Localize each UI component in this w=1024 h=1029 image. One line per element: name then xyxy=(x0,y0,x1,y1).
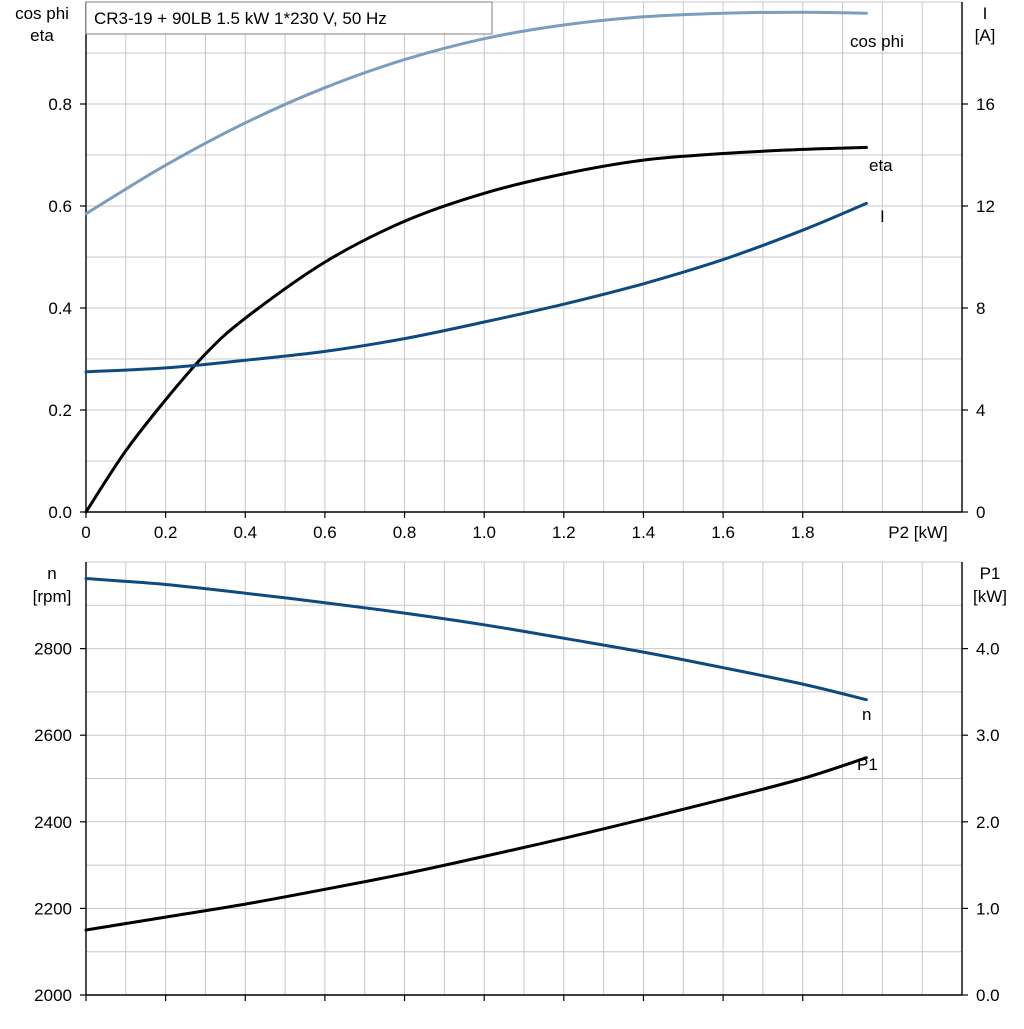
bottom-left-tick-label: 2600 xyxy=(34,726,72,745)
x-tick-label: 0 xyxy=(81,523,90,542)
bottom-left-axis-label-line2: [rpm] xyxy=(33,587,72,606)
chart-title-box xyxy=(85,1,493,35)
x-tick-label: 1.0 xyxy=(472,523,496,542)
top-left-axis-label-line1: cos phi xyxy=(15,4,69,23)
bottom-left-tick-label: 2800 xyxy=(34,640,72,659)
bottom-right-tick-label: 2.0 xyxy=(976,813,1000,832)
x-tick-label: 1.4 xyxy=(632,523,656,542)
chart-title: CR3-19 + 90LB 1.5 kW 1*230 V, 50 Hz xyxy=(94,9,387,28)
bottom-right-tick-label: 0.0 xyxy=(976,986,1000,1005)
bottom-right-axis-label-line1: P1 xyxy=(980,564,1001,583)
top-left-tick-label: 0.8 xyxy=(48,95,72,114)
top-right-tick-label: 0 xyxy=(976,503,985,522)
series-label-p1: P1 xyxy=(857,755,878,774)
x-tick-label: 0.8 xyxy=(393,523,417,542)
top-right-axis-label-line1: I xyxy=(983,4,988,23)
x-axis-label: P2 [kW] xyxy=(888,523,948,542)
top-right-tick-label: 4 xyxy=(976,401,985,420)
top-right-tick-label: 16 xyxy=(976,95,995,114)
series-label-speed: n xyxy=(862,705,871,724)
series-line-current xyxy=(84,201,868,374)
top-left-tick-label: 0.6 xyxy=(48,197,72,216)
bottom-plot-grid xyxy=(86,561,962,995)
top-right-tick-label: 12 xyxy=(976,197,995,216)
bottom-left-tick-label: 2000 xyxy=(34,986,72,1005)
top-series-lines xyxy=(84,10,868,514)
series-label-eta: eta xyxy=(869,156,893,175)
x-tick-label: 1.6 xyxy=(711,523,735,542)
bottom-right-axis-label-line2: [kW] xyxy=(973,587,1007,606)
bottom-right-tick-label: 3.0 xyxy=(976,726,1000,745)
series-line-cos-phi xyxy=(84,10,868,216)
bottom-left-tick-label: 2200 xyxy=(34,899,72,918)
series-label-cos-phi: cos phi xyxy=(850,32,904,51)
bottom-left-tick-label: 2400 xyxy=(34,813,72,832)
top-left-tick-label: 0.2 xyxy=(48,401,72,420)
x-tick-label: 0.2 xyxy=(154,523,178,542)
x-tick-label: 1.2 xyxy=(552,523,576,542)
tick-marks: 0 0.2 0.4 0.6 0.8 1.0 1.2 1.4 1.6 1.8 0.0 0.2 0.4 0.6… xyxy=(34,95,999,1005)
top-plot-grid xyxy=(86,1,962,512)
top-left-tick-label: 0.0 xyxy=(48,503,72,522)
top-left-axis-label-line2: eta xyxy=(30,26,54,45)
series-line-speed xyxy=(84,577,868,702)
bottom-right-tick-label: 4.0 xyxy=(976,640,1000,659)
series-label-current: I xyxy=(880,207,885,226)
top-right-axis-label-line2: [A] xyxy=(975,26,996,45)
bottom-series-lines xyxy=(84,577,868,932)
bottom-right-tick-label: 1.0 xyxy=(976,899,1000,918)
series-line-p1 xyxy=(84,756,868,932)
top-right-tick-label: 8 xyxy=(976,299,985,318)
x-tick-label: 0.4 xyxy=(233,523,257,542)
x-tick-label: 1.8 xyxy=(791,523,815,542)
series-line-eta xyxy=(84,145,868,514)
top-left-tick-label: 0.4 xyxy=(48,299,72,318)
x-tick-label: 0.6 xyxy=(313,523,337,542)
bottom-left-axis-label-line1: n xyxy=(47,564,56,583)
